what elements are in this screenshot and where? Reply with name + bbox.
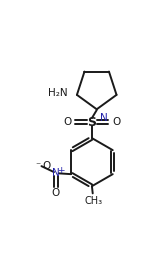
Text: +: + [57,166,64,175]
Text: H₂N: H₂N [48,88,68,98]
Text: ⁻: ⁻ [36,161,41,171]
Text: S: S [87,115,96,129]
Text: O: O [42,161,51,171]
Text: N: N [52,168,60,178]
Text: N: N [100,113,108,123]
Text: O: O [52,188,60,198]
Text: CH₃: CH₃ [84,196,103,206]
Text: O: O [64,117,72,127]
Text: O: O [112,117,120,127]
